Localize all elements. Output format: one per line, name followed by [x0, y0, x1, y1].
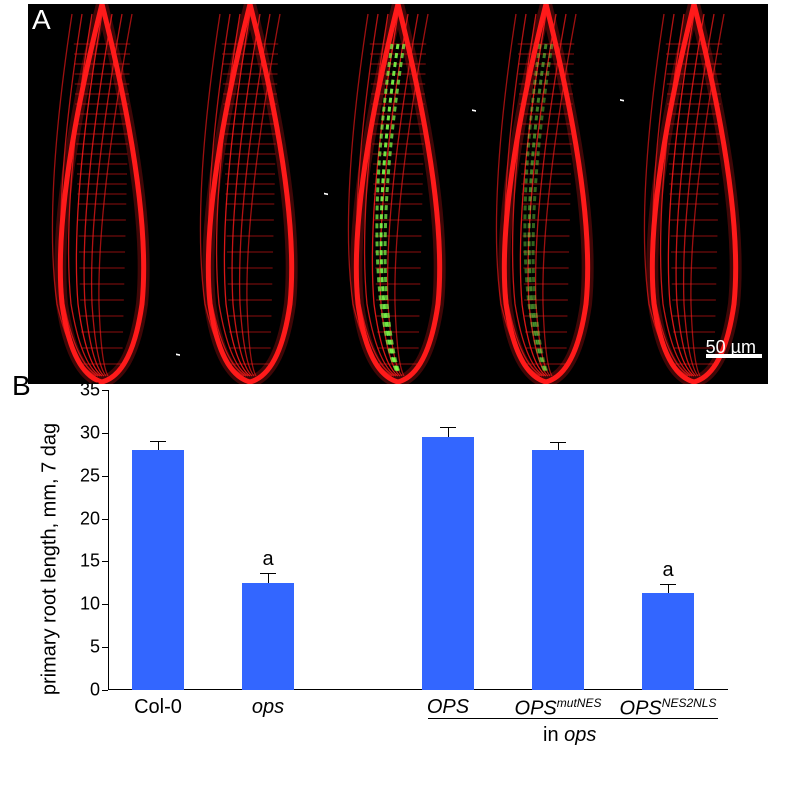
- error-cap: [550, 442, 566, 443]
- scalebar-line: [706, 354, 762, 358]
- error-bar: [448, 427, 449, 437]
- error-cap: [660, 584, 676, 585]
- x-tick-label: OPSmutNES: [515, 696, 602, 721]
- x-tick-label: OPSNES2NLS: [620, 696, 717, 721]
- root-image: OPS::OPSmutNES-CITRINE in ops: [472, 4, 620, 384]
- chart-bar: [642, 593, 694, 690]
- error-bar: [668, 584, 669, 593]
- y-tick: [102, 519, 108, 520]
- root-image: OPS::OPSNES2NLS-CITRINE in ops: [620, 4, 768, 384]
- y-tick: [102, 476, 108, 477]
- root-label: ops: [176, 335, 182, 366]
- in-ops-annotation: in ops: [543, 724, 596, 747]
- y-axis-line: [108, 390, 109, 690]
- x-tick-label: OPS: [427, 696, 469, 719]
- chart-bar: [532, 450, 584, 690]
- y-tick-label: 10: [80, 594, 100, 615]
- y-axis-title: primary root length, mm, 7 dag: [39, 423, 62, 695]
- root-images-row: Col-0 ops OPS::OPS-GFP in ops OPS::OPSmu…: [28, 4, 768, 384]
- panel-a-label: A: [32, 4, 51, 36]
- chart-bar: [132, 450, 184, 690]
- y-tick-label: 5: [90, 637, 100, 658]
- error-cap: [260, 573, 276, 574]
- chart-bar: [242, 583, 294, 690]
- error-bar: [158, 441, 159, 450]
- significance-label: a: [262, 548, 273, 571]
- panel-b: B primary root length, mm, 7 dag 0510152…: [28, 384, 768, 784]
- in-ops-line: [428, 718, 718, 719]
- x-tick-label: Col-0: [134, 696, 182, 719]
- y-tick: [102, 561, 108, 562]
- plot-area: 05101520253035Col-0aopsOPSOPSmutNESaOPSN…: [108, 390, 728, 690]
- y-tick: [102, 604, 108, 605]
- root-label: OPS::OPSNES2NLS-CITRINE in ops: [620, 81, 626, 366]
- root-image: Col-0: [28, 4, 176, 384]
- y-tick: [102, 647, 108, 648]
- panel-b-label: B: [12, 370, 31, 402]
- error-cap: [440, 427, 456, 428]
- root-image: OPS::OPS-GFP in ops: [324, 4, 472, 384]
- significance-label: a: [662, 559, 673, 582]
- panel-a: A Col-0 ops OPS::OPS-GFP in ops OPS::OPS…: [28, 4, 768, 384]
- y-tick: [102, 690, 108, 691]
- y-tick-label: 15: [80, 551, 100, 572]
- y-tick: [102, 433, 108, 434]
- root-image: ops: [176, 4, 324, 384]
- x-axis-line: [108, 689, 728, 690]
- chart-bar: [422, 437, 474, 690]
- error-cap: [150, 441, 166, 442]
- root-label: OPS::OPSmutNES-CITRINE in ops: [472, 91, 478, 366]
- y-tick-label: 0: [90, 680, 100, 701]
- y-tick-label: 30: [80, 422, 100, 443]
- error-bar: [558, 442, 559, 450]
- y-tick: [102, 390, 108, 391]
- y-tick-label: 35: [80, 380, 100, 401]
- root-label: Col-0: [28, 321, 34, 366]
- y-tick-label: 25: [80, 465, 100, 486]
- scalebar: 50 µm: [706, 335, 756, 358]
- figure-wrapper: A Col-0 ops OPS::OPS-GFP in ops OPS::OPS…: [0, 4, 796, 800]
- x-tick-label: ops: [252, 696, 284, 719]
- error-bar: [268, 573, 269, 582]
- y-tick-label: 20: [80, 508, 100, 529]
- bar-chart: 05101520253035Col-0aopsOPSOPSmutNESaOPSN…: [108, 390, 748, 730]
- root-label: OPS::OPS-GFP in ops: [324, 175, 330, 367]
